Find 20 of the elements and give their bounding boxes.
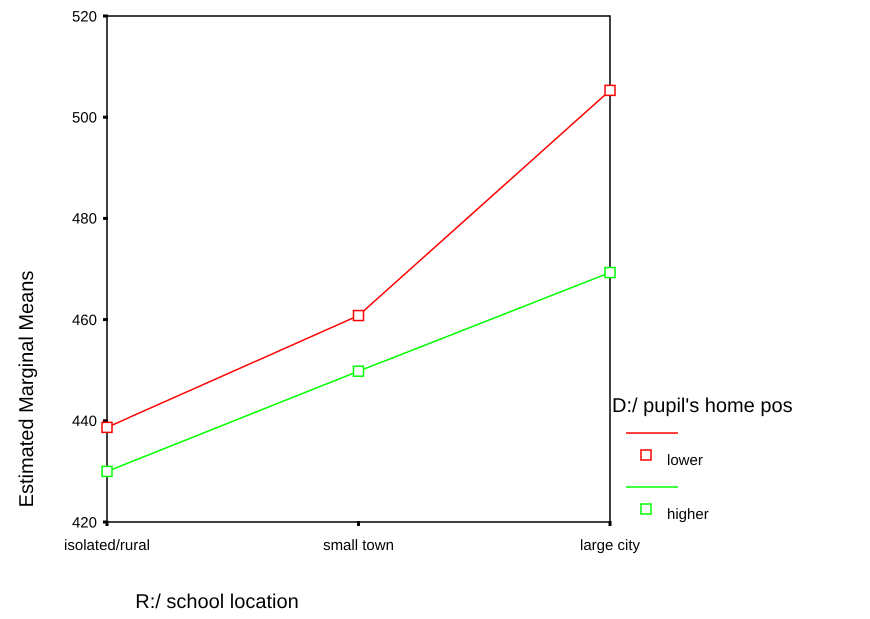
x-axis-title: R:/ school location bbox=[135, 591, 299, 613]
point bbox=[101, 422, 113, 434]
y-tick-label: 420 bbox=[72, 514, 97, 532]
y-tick-label: 480 bbox=[72, 210, 97, 228]
legend-title: D:/ pupil's home pos bbox=[612, 395, 793, 417]
point bbox=[604, 84, 616, 96]
x-tick-label: small town bbox=[323, 537, 394, 554]
x-tick-label: large city bbox=[580, 537, 641, 554]
y-tick-label: 460 bbox=[72, 312, 97, 329]
point bbox=[352, 310, 364, 322]
point bbox=[352, 365, 364, 377]
x-tick-label: isolated/rural bbox=[64, 537, 150, 554]
point bbox=[101, 466, 113, 478]
point bbox=[604, 266, 616, 278]
y-tick-label: 500 bbox=[72, 109, 97, 126]
legend-label: higher bbox=[667, 506, 709, 523]
y-tick-label: 440 bbox=[72, 413, 97, 430]
y-tick-label: 520 bbox=[72, 8, 97, 26]
legend-label: lower bbox=[667, 452, 703, 469]
y-axis-title: Estimated Marginal Means bbox=[16, 270, 38, 508]
